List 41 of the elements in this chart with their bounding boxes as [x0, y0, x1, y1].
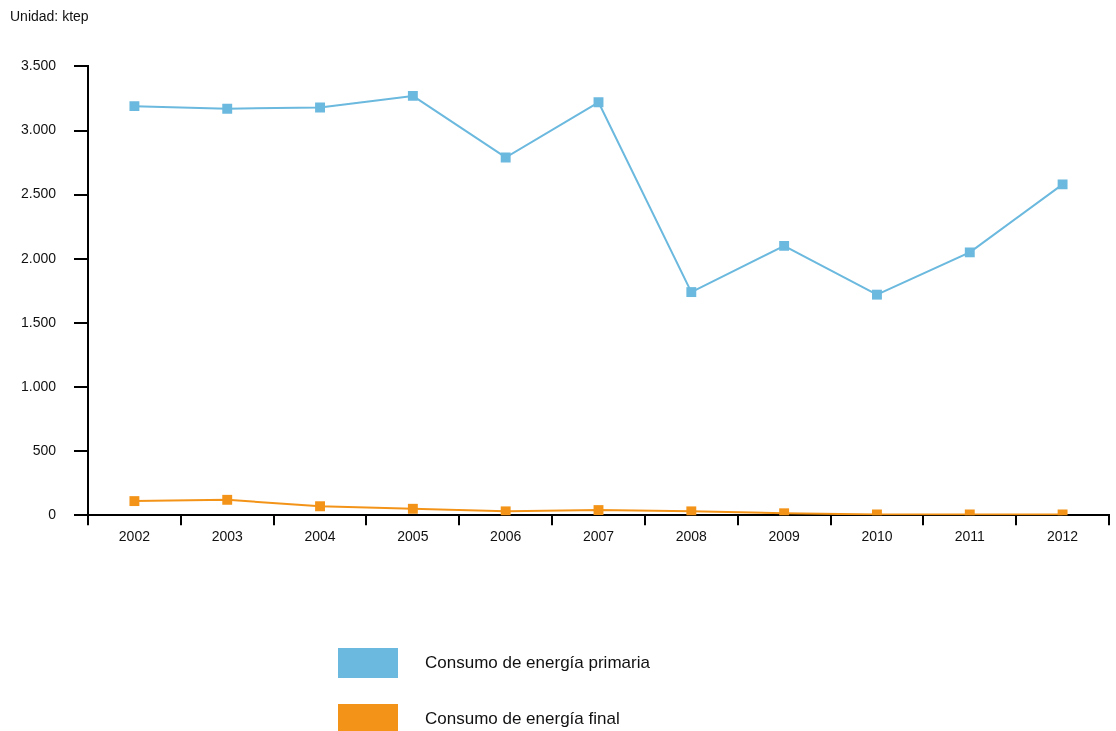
point — [872, 289, 882, 300]
legend-label: Consumo de energía primaria — [425, 653, 650, 673]
point — [593, 97, 604, 108]
x-tick-label: 2005 — [397, 528, 429, 545]
x-tick-label: 2009 — [768, 528, 800, 545]
legend-label: Consumo de energía final — [425, 709, 620, 729]
point — [407, 503, 418, 514]
y-tick-label: 1.500 — [20, 313, 57, 330]
x-tick-label: 2003 — [211, 528, 244, 545]
point — [315, 102, 325, 113]
y-tick-label: 3.500 — [20, 57, 57, 74]
point — [779, 508, 790, 516]
point — [222, 494, 233, 505]
x-tick-label: 2002 — [118, 528, 151, 545]
x-tick-label: 2010 — [861, 528, 893, 545]
point — [964, 247, 975, 258]
y-tick-label: 500 — [32, 441, 57, 458]
x-tick-label: 2004 — [304, 528, 336, 545]
y-tick-label: 1.000 — [20, 377, 57, 394]
point — [779, 240, 790, 251]
point — [686, 287, 697, 298]
y-tick-label: 2.000 — [20, 249, 57, 266]
point — [593, 505, 604, 516]
point — [500, 152, 511, 163]
point — [407, 90, 418, 101]
point — [1057, 179, 1068, 190]
x-tick-label: 2006 — [490, 528, 522, 545]
x-tick-label: 2011 — [954, 528, 986, 545]
point — [686, 506, 697, 516]
y-axis-title: Unidad: ktep — [10, 8, 89, 24]
y-tick-label: 2.500 — [20, 185, 57, 202]
x-tick-label: 2007 — [582, 528, 615, 545]
point — [222, 103, 233, 114]
point — [129, 496, 140, 507]
y-tick-label: 0 — [48, 506, 57, 523]
point — [500, 506, 511, 516]
x-tick-label: 2008 — [675, 528, 708, 545]
y-tick-label: 3.000 — [20, 121, 57, 138]
point — [315, 501, 325, 512]
point — [129, 101, 140, 112]
x-tick-label: 2012 — [1047, 528, 1079, 545]
